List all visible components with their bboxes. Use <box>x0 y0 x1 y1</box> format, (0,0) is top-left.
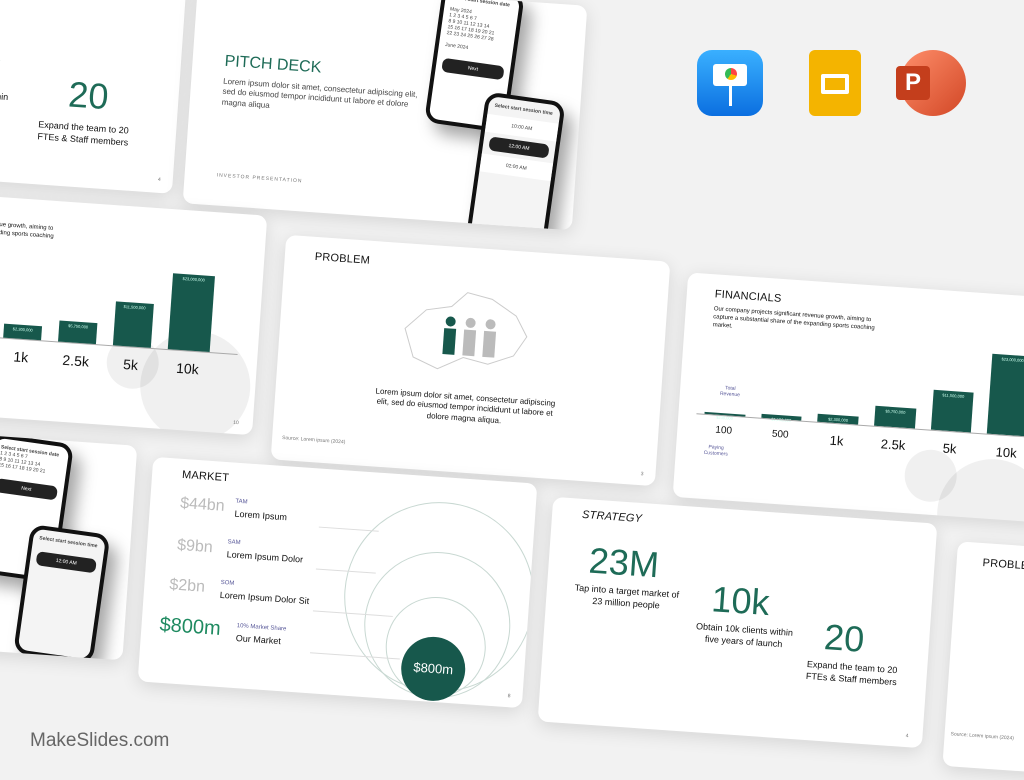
category-label: 500 <box>771 428 789 441</box>
stat-text: Obtain 10k clients within five years of … <box>695 621 794 649</box>
slide-title: MARKET <box>181 468 230 485</box>
stat-value: 10k <box>710 578 771 624</box>
market-value: $9bn <box>176 536 214 557</box>
category-label: 2.5k <box>880 436 906 453</box>
time-option-selected[interactable]: 12:00 AM <box>35 551 97 574</box>
page-number: 4 <box>157 176 161 183</box>
page-number: 10 <box>233 419 239 427</box>
slide-financials-partial[interactable]: nue growth, aiming to nding sports coach… <box>0 194 268 436</box>
bar: $2,300,000 <box>3 323 43 341</box>
slide-title: FINANCIALS <box>714 288 782 305</box>
page-number: 3 <box>640 471 644 478</box>
bar-value-label: $11,500,000 <box>942 392 965 399</box>
market-tag: SAM <box>227 539 241 547</box>
stat-text: Expand the team to 20 FTEs & Staff membe… <box>805 658 898 687</box>
bar: $11,500,000 <box>930 389 974 433</box>
stat-text: s within unch <box>0 90 9 103</box>
bar: $5,750,000 <box>874 405 917 429</box>
bar-value-label: $23,000,000 <box>1001 356 1024 363</box>
slide-body: Lorem ipsum dolor sit amet, consectetur … <box>221 76 418 110</box>
market-value: $44bn <box>179 494 226 515</box>
slide-title: PITCH DECK <box>224 52 322 77</box>
stat-value: 20 <box>67 73 110 118</box>
market-tag: 10% Market Share <box>236 623 287 633</box>
market-tag: SOM <box>220 579 235 587</box>
slide-problem-partial[interactable]: PROBLEM Source: Lorem ipsum (2024) <box>942 541 1024 780</box>
slide-body: Lorem ipsum dolor sit amet, consectetur … <box>375 386 556 426</box>
month-label: June 2024 <box>444 41 469 52</box>
market-value: $800m <box>158 613 222 640</box>
category-label: 1k <box>829 432 844 449</box>
slide-footer: INVESTOR PRESENTATION <box>216 172 303 185</box>
page-number: 4 <box>905 733 909 740</box>
phone-title: Select start session time <box>494 102 554 117</box>
slide-title: PROBLEM <box>982 557 1024 573</box>
slide-financials[interactable]: FINANCIALS Our company projects signific… <box>672 272 1024 523</box>
person-icon <box>482 319 497 358</box>
bar-label: 2.5k <box>61 351 90 370</box>
powerpoint-icon: P <box>896 50 966 116</box>
phone-title: Select start session date <box>0 444 60 459</box>
phone-title: Select start session time <box>38 535 98 550</box>
stat-text: Tap into a target market of 23 million p… <box>574 582 680 611</box>
category-label: 10k <box>995 444 1018 461</box>
source-note: Source: Lorem ipsum (2024) <box>950 731 1015 742</box>
bar-label: 1k <box>12 348 29 366</box>
slide-body: nue growth, aiming to nding sports coach… <box>0 221 54 240</box>
slide-strategy-partial[interactable]: k s within unch 20 Expand the team to 20… <box>0 0 188 194</box>
slide-strategy[interactable]: STRATEGY 23M Tap into a target market of… <box>537 496 938 749</box>
market-value: $2bn <box>168 576 206 596</box>
market-tag: TAM <box>235 498 248 506</box>
slide-problem[interactable]: PROBLEM Lorem ipsum dolor sit amet, cons… <box>270 234 671 487</box>
connector-line <box>318 526 379 532</box>
keynote-icon <box>697 50 763 116</box>
stat-value: 23M <box>587 539 661 586</box>
stat-value: 20 <box>822 616 866 660</box>
market-label: Lorem Ipsum Dolor Sit <box>219 589 310 607</box>
stat-text: Expand the team to 20 FTEs & Staff membe… <box>37 119 130 148</box>
bar: $23,000,000 <box>167 273 215 353</box>
category-label: 5k <box>942 440 958 457</box>
map-illustration <box>404 292 528 370</box>
category-label: 100 <box>714 424 733 437</box>
bar-label: 10k <box>175 359 200 378</box>
page-number: 8 <box>507 693 511 700</box>
market-label: Lorem Ipsum Dolor <box>226 549 304 565</box>
month-label: May 2024 <box>449 6 473 16</box>
person-icon <box>442 316 457 355</box>
google-slides-icon <box>809 50 861 116</box>
market-label: Our Market <box>235 633 282 647</box>
market-label: Lorem Ipsum <box>234 508 288 523</box>
slide-pitch-deck[interactable]: PITCH DECK Lorem ipsum dolor sit amet, c… <box>182 0 588 231</box>
slide-market[interactable]: MARKET $800m $44bn TAM Lorem Ipsum $9bn … <box>137 456 538 709</box>
slide-title: PROBLEM <box>314 250 371 267</box>
bar-value-label: $5,750,000 <box>885 408 906 415</box>
bar: $5,750,000 <box>58 320 98 345</box>
revenue-bar-chart: $230,000$1,150,000$2,300,000$5,750,000$1… <box>696 333 1024 437</box>
person-icon <box>462 317 477 357</box>
source-note: Source: Lorem ipsum (2024) <box>281 435 346 446</box>
bar-label: 5k <box>122 356 139 374</box>
watermark: MakeSlides.com <box>30 730 170 751</box>
slide-title: STRATEGY <box>581 508 643 526</box>
bar: $11,500,000 <box>112 301 154 348</box>
stat-value: k <box>0 45 2 88</box>
bar: $23,000,000 <box>987 353 1024 437</box>
phone-mockup-time: Select start session time 12:00 AM <box>13 524 111 661</box>
